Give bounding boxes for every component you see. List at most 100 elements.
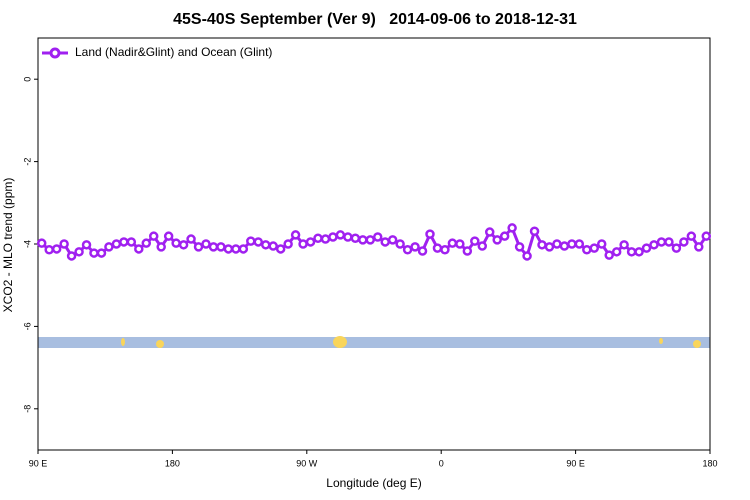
data-point bbox=[649, 240, 659, 250]
data-point bbox=[335, 230, 346, 240]
data-point bbox=[395, 239, 405, 249]
data-point bbox=[290, 230, 301, 240]
x-tick-label: 90 E bbox=[29, 458, 48, 468]
data-point bbox=[163, 231, 174, 241]
data-point bbox=[171, 238, 181, 248]
data-point bbox=[462, 246, 473, 256]
data-point bbox=[283, 239, 293, 249]
data-point bbox=[260, 240, 271, 250]
data-point bbox=[59, 239, 69, 249]
data-point bbox=[410, 242, 420, 252]
data-point bbox=[559, 241, 570, 251]
data-point bbox=[679, 237, 689, 247]
data-point bbox=[470, 236, 480, 246]
data-point bbox=[626, 247, 637, 257]
legend-label: Land (Nadir&Glint) and Ocean (Glint) bbox=[75, 45, 272, 59]
data-point bbox=[380, 237, 390, 247]
data-point bbox=[574, 239, 585, 249]
x-tick-label: 180 bbox=[165, 458, 180, 468]
data-point bbox=[447, 238, 458, 248]
data-point bbox=[343, 232, 353, 242]
land-ocean-strip bbox=[38, 336, 710, 348]
data-point bbox=[119, 237, 129, 247]
data-point bbox=[44, 245, 54, 255]
data-point bbox=[156, 242, 166, 252]
data-point bbox=[111, 239, 122, 249]
data-point bbox=[477, 241, 488, 251]
data-point bbox=[402, 245, 413, 255]
data-point bbox=[51, 244, 62, 254]
data-point bbox=[253, 237, 264, 247]
data-point bbox=[81, 240, 92, 250]
data-point bbox=[193, 242, 204, 252]
data-point bbox=[372, 232, 383, 242]
data-point bbox=[694, 242, 704, 252]
data-point bbox=[529, 226, 540, 236]
data-point bbox=[66, 251, 77, 261]
y-tick-label: -4 bbox=[22, 240, 32, 248]
data-point bbox=[440, 245, 450, 255]
data-point bbox=[36, 238, 47, 248]
data-point bbox=[365, 235, 376, 245]
data-point bbox=[328, 232, 338, 242]
y-tick-label: -6 bbox=[22, 322, 32, 330]
legend: Land (Nadir&Glint) and Ocean (Glint) bbox=[42, 45, 272, 59]
data-point bbox=[134, 244, 144, 254]
x-tick-label: 180 bbox=[702, 458, 717, 468]
data-point bbox=[231, 244, 241, 254]
data-point bbox=[484, 227, 495, 237]
data-point bbox=[186, 234, 196, 244]
data-point bbox=[619, 240, 629, 250]
data-point bbox=[201, 239, 211, 249]
data-point bbox=[320, 234, 331, 244]
data-point bbox=[686, 231, 697, 241]
data-point bbox=[178, 240, 189, 250]
data-point bbox=[350, 233, 361, 243]
data-point bbox=[604, 250, 614, 260]
data-point bbox=[634, 247, 644, 257]
data-point bbox=[358, 235, 368, 245]
x-tick-label: 90 W bbox=[296, 458, 318, 468]
data-point bbox=[417, 246, 428, 256]
data-point bbox=[305, 237, 316, 247]
data-point bbox=[537, 240, 547, 250]
data-point bbox=[611, 247, 622, 257]
data-point bbox=[514, 242, 525, 252]
data-point bbox=[664, 237, 674, 247]
data-point bbox=[208, 242, 219, 252]
data-point bbox=[268, 241, 278, 251]
data-point bbox=[455, 239, 465, 249]
data-point bbox=[671, 243, 682, 253]
data-point bbox=[522, 251, 532, 261]
data-point bbox=[656, 237, 667, 247]
data-point bbox=[589, 243, 600, 253]
data-point bbox=[596, 239, 607, 249]
data-point bbox=[387, 235, 398, 245]
data-point bbox=[701, 231, 712, 241]
data-point bbox=[275, 244, 286, 254]
data-point bbox=[141, 238, 152, 248]
x-tick-label: 90 E bbox=[566, 458, 585, 468]
data-point bbox=[544, 242, 555, 252]
data-point bbox=[223, 244, 234, 254]
data-point bbox=[298, 239, 308, 249]
data-point bbox=[148, 231, 159, 241]
data-point bbox=[313, 233, 323, 243]
data-point bbox=[507, 223, 517, 233]
y-tick-label: 0 bbox=[22, 77, 32, 82]
x-axis-label: Longitude (deg E) bbox=[326, 476, 421, 490]
data-point bbox=[74, 247, 84, 257]
y-tick-label: -2 bbox=[22, 158, 32, 166]
chart-title: 45S-40S September (Ver 9) 2014-09-06 to … bbox=[173, 11, 577, 28]
data-point bbox=[425, 229, 435, 239]
data-point bbox=[104, 242, 114, 252]
data-point bbox=[552, 239, 562, 249]
data-point bbox=[432, 243, 443, 253]
legend-marker bbox=[49, 47, 61, 59]
data-point bbox=[96, 248, 107, 258]
data-point bbox=[216, 242, 226, 252]
x-tick-label: 0 bbox=[439, 458, 444, 468]
data-point bbox=[492, 235, 502, 245]
data-point bbox=[499, 231, 510, 241]
